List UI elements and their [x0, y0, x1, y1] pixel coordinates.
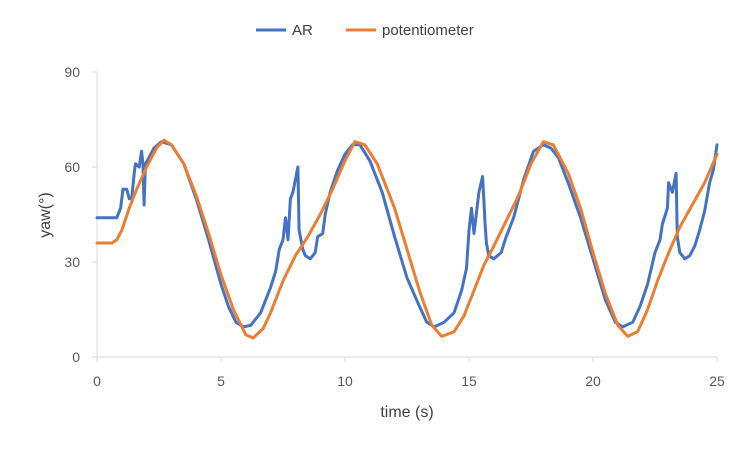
y-axis-title: yaw(°) [37, 192, 54, 238]
series-layer [95, 138, 719, 340]
legend-label-ar: AR [292, 22, 313, 39]
x-tick-label: 20 [585, 373, 601, 389]
axes: 0 5 10 15 20 25 0 30 60 90 [64, 64, 725, 389]
x-tick-label: 5 [217, 373, 225, 389]
x-tick-label: 10 [337, 373, 353, 389]
x-tick-label: 25 [709, 373, 725, 389]
y-tick-label: 90 [64, 64, 80, 80]
series-line-potentiometer [95, 138, 719, 340]
x-tick-label: 0 [93, 373, 101, 389]
x-tick-label: 15 [461, 373, 477, 389]
legend-label-potentiometer: potentiometer [382, 22, 474, 39]
y-tick-label: 30 [64, 254, 80, 270]
legend: AR potentiometer [256, 22, 474, 39]
y-tick-label: 0 [72, 349, 80, 365]
y-tick-label: 60 [64, 159, 80, 175]
x-axis-title: time (s) [380, 404, 433, 421]
